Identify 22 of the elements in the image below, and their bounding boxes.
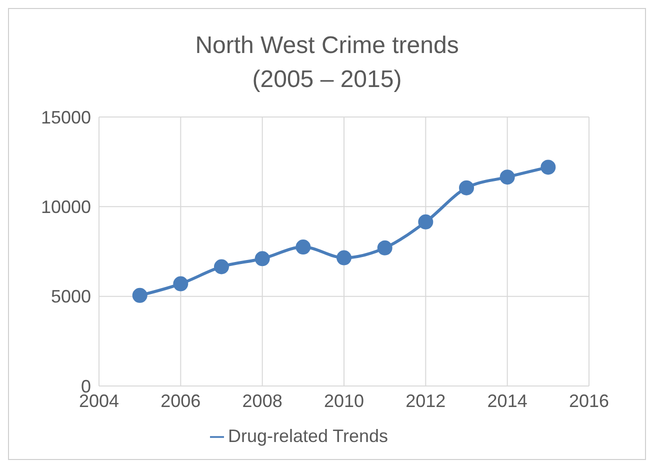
x-tick-label: 2006 [160,390,201,411]
y-tick-label: 10000 [40,197,91,218]
point [336,250,352,266]
point [459,180,474,196]
y-tick-label: 15000 [40,107,91,128]
legend-label: Drug-related Trends [228,426,388,446]
point [132,288,148,303]
y-tick-label: 5000 [50,286,91,307]
point [296,240,311,255]
x-tick-label: 2012 [406,390,446,411]
point [214,259,229,274]
point [500,170,515,185]
x-tick-label: 2008 [242,390,282,411]
x-tick-label: 2016 [568,390,610,411]
point [377,240,392,256]
x-tick-label: 2010 [324,390,364,411]
point [418,214,434,230]
chart-title: North West Crime trends (2005 – 2015) [194,31,460,95]
point [254,251,270,266]
point [173,276,188,292]
point [540,160,556,175]
x-tick-label: 2014 [487,390,528,411]
